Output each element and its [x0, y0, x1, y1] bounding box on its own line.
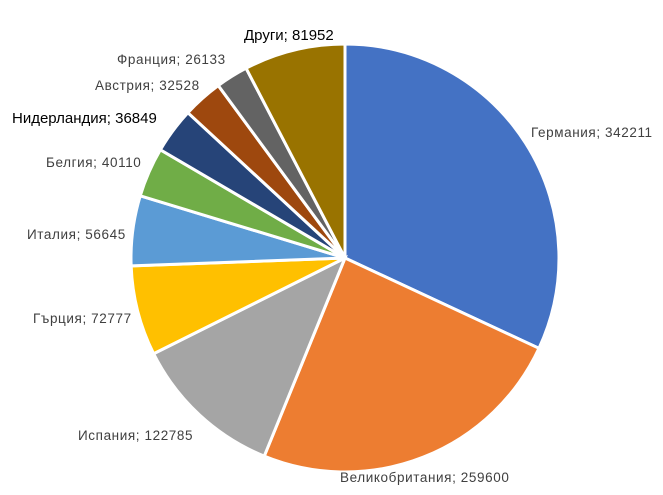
label-greece: Гърция; 72777	[33, 311, 132, 326]
label-italy: Италия; 56645	[27, 227, 126, 242]
label-uk: Великобритания; 259600	[340, 470, 509, 485]
label-others: Други; 81952	[244, 27, 334, 44]
label-austria: Австрия; 32528	[95, 78, 200, 93]
label-france: Франция; 26133	[117, 52, 226, 67]
pie-slice-1	[343, 42, 561, 351]
pie-slice-2	[262, 255, 541, 474]
label-spain: Испания; 122785	[78, 428, 193, 443]
label-belgium: Белгия; 40110	[46, 155, 141, 170]
pie-slices	[129, 42, 561, 474]
label-germany: Германия; 342211	[531, 125, 653, 140]
label-netherlands: Нидерландия; 36849	[12, 110, 157, 127]
pie-slice-10	[244, 42, 347, 259]
pie-slice-3	[151, 254, 348, 459]
